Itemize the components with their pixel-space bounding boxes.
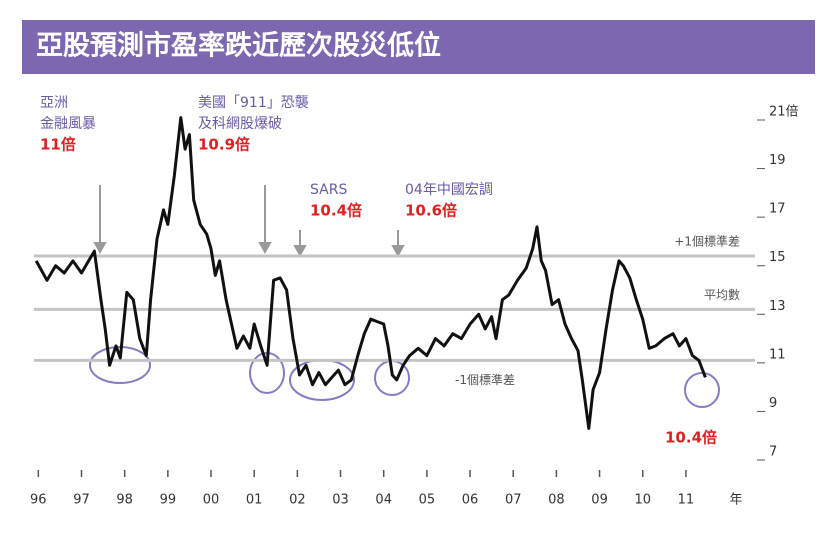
y-tick-label: 15 [769, 250, 786, 265]
x-tick-label: 00 [203, 493, 220, 508]
y-tick-label: 13 [769, 299, 786, 314]
annotation-text: 及科網股爆破 [198, 116, 282, 132]
x-tick-label: 10 [634, 493, 651, 508]
x-tick-label: 96 [30, 493, 47, 508]
annotation-value: 11倍 [40, 136, 76, 154]
reference-label: +1個標準差 [674, 234, 740, 249]
x-tick-label: 06 [462, 493, 479, 508]
annotation-value: 10.4倍 [665, 429, 717, 447]
y-tick-label: 9 [769, 396, 777, 411]
chart-title: 亞股預測市盈率跌近歷次股災低位 [36, 30, 441, 62]
x-tick-label: 07 [505, 493, 522, 508]
x-tick-label: 99 [160, 493, 177, 508]
x-tick-label: 03 [332, 493, 349, 508]
y-tick-label: 19 [769, 153, 786, 168]
x-tick-label: 97 [73, 493, 90, 508]
x-tick-label: 98 [116, 493, 133, 508]
x-tick-label: 08 [548, 493, 565, 508]
pe-line [34, 116, 707, 430]
x-axis-label: 年 [729, 493, 742, 508]
x-tick-label: 04 [375, 493, 392, 508]
annotation-text: 亞洲 [40, 95, 68, 111]
annotation-value: 10.4倍 [310, 202, 362, 220]
x-tick-label: 09 [591, 493, 608, 508]
arrows [93, 185, 405, 258]
y-tick-label: 7 [769, 445, 777, 460]
y-tick-label: 11 [769, 347, 786, 362]
annotation-value: 10.6倍 [405, 202, 457, 220]
title-bar [22, 20, 815, 74]
x-tick-label: 01 [246, 493, 263, 508]
annotation-value: 10.9倍 [198, 136, 250, 154]
annotation-text: 美國「911」恐襲 [198, 94, 309, 111]
y-tick-label: 21倍 [769, 105, 799, 120]
x-tick-label: 05 [419, 493, 436, 508]
reference-label: -1個標準差 [455, 372, 515, 387]
annotation-text: 金融風暴 [40, 116, 96, 132]
annotation-text: SARS [310, 182, 347, 198]
y-tick-label: 17 [769, 202, 786, 217]
x-tick-label: 11 [678, 493, 695, 508]
annotation-text: 04年中國宏調 [405, 182, 493, 198]
x-tick-label: 02 [289, 493, 306, 508]
reference-label: 平均數 [704, 288, 740, 302]
low-circles [89, 346, 720, 408]
